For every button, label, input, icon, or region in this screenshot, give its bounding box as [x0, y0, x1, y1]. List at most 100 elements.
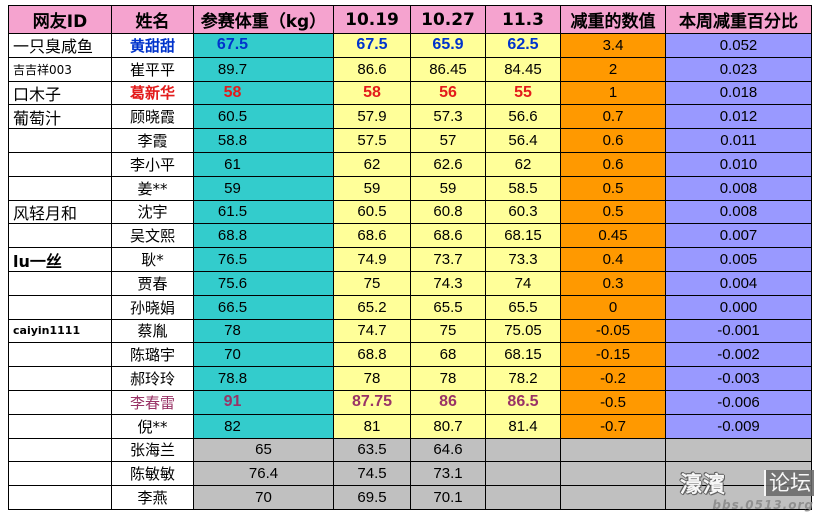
cell-start-weight: 91: [194, 390, 334, 415]
cell-weight-10-19: 59: [334, 176, 411, 201]
cell-name: 顾晓霞: [112, 105, 194, 130]
col-header-netizen-id: 网友ID: [9, 6, 112, 34]
cell-weekly-loss-percent: -0.001: [666, 319, 812, 344]
cell-weekly-loss-percent: -0.003: [666, 367, 812, 391]
cell-weight-loss: 0.5: [561, 200, 666, 225]
cell-weekly-loss-percent: 0.012: [666, 105, 812, 130]
cell-weight-11-3: 84.45: [486, 57, 561, 82]
cell-start-weight: 67.5: [194, 34, 334, 58]
col-header-weight-10-27: 10.27: [411, 6, 486, 34]
col-header-weekly-loss-percent: 本周减重百分比: [666, 6, 812, 34]
cell-start-weight: 65: [194, 438, 334, 463]
watermark-brand: 濠濱: [680, 472, 727, 498]
cell-weight-10-27: 74.3: [411, 271, 486, 296]
cell-netizen-id: [9, 271, 112, 296]
cell-weekly-loss-percent: 0.007: [666, 224, 812, 249]
watermark-logo: 濠濱 论坛: [680, 469, 814, 498]
cell-weight-10-27: 86.45: [411, 57, 486, 82]
cell-weight-10-27: 60.8: [411, 200, 486, 225]
cell-weekly-loss-percent: 0.000: [666, 295, 812, 320]
cell-weekly-loss-percent: 0.023: [666, 57, 812, 82]
cell-weight-10-19: 86.6: [334, 57, 411, 82]
cell-weight-10-19: 63.5: [334, 438, 411, 463]
cell-name: 崔平平: [112, 57, 194, 82]
cell-weekly-loss-percent: 0.011: [666, 129, 812, 153]
cell-weekly-loss-percent: 0.018: [666, 81, 812, 106]
cell-start-weight: 66.5: [194, 295, 334, 320]
cell-weight-10-19: 74.5: [334, 462, 411, 487]
forum-watermark: 濠濱 论坛 bbs.0513.org: [680, 469, 814, 512]
cell-netizen-id: caiyin1111: [9, 319, 112, 344]
cell-name: 沈宇: [112, 200, 194, 225]
cell-weight-10-19: 68.6: [334, 224, 411, 249]
cell-weight-10-19: 74.7: [334, 319, 411, 344]
cell-weight-11-3: 74: [486, 271, 561, 296]
cell-start-weight: 61.5: [194, 200, 334, 225]
cell-weight-loss: 3.4: [561, 34, 666, 58]
cell-name: 郝玲玲: [112, 367, 194, 391]
cell-weight-loss: 2: [561, 57, 666, 82]
cell-weight-11-3: 81.4: [486, 414, 561, 439]
cell-name: 葛新华: [112, 81, 194, 106]
cell-weight-11-3: 65.5: [486, 295, 561, 320]
cell-netizen-id: 一只臭咸鱼: [9, 34, 112, 58]
cell-weekly-loss-percent: 0.004: [666, 271, 812, 296]
cell-netizen-id: [9, 414, 112, 439]
cell-weight-loss: 0.6: [561, 129, 666, 153]
col-header-weight-loss: 减重的数值: [561, 6, 666, 34]
cell-weight-loss: 0.7: [561, 105, 666, 130]
cell-name: 吴文熙: [112, 224, 194, 249]
cell-weight-10-27: 75: [411, 319, 486, 344]
cell-weight-10-27: 59: [411, 176, 486, 201]
cell-weight-10-27: 73.7: [411, 248, 486, 272]
cell-weight-10-19: 57.9: [334, 105, 411, 130]
cell-name: 李霞: [112, 129, 194, 153]
cell-start-weight: 58: [194, 81, 334, 106]
cell-netizen-id: [9, 129, 112, 153]
cell-start-weight: 75.6: [194, 271, 334, 296]
cell-weight-10-27: 68: [411, 343, 486, 368]
cell-weight-10-19: 68.8: [334, 343, 411, 368]
cell-weight-10-27: 62.6: [411, 152, 486, 177]
cell-weight-10-27: 57.3: [411, 105, 486, 130]
cell-weekly-loss-percent: 0.008: [666, 200, 812, 225]
cell-netizen-id: [9, 367, 112, 391]
cell-weight-loss: 0: [561, 295, 666, 320]
cell-name: 贾春: [112, 271, 194, 296]
cell-weight-loss: 0.3: [561, 271, 666, 296]
col-header-weight-10-19: 10.19: [334, 6, 411, 34]
col-header-name: 姓名: [112, 6, 194, 34]
weight-loss-table: 网友ID 姓名 参赛体重（kg） 10.19 10.27 11.3 减重的数值 …: [8, 5, 812, 510]
cell-start-weight: 78.8: [194, 367, 334, 391]
cell-weight-loss: [561, 438, 666, 463]
cell-weekly-loss-percent: 0.010: [666, 152, 812, 177]
cell-name: 倪**: [112, 414, 194, 439]
cell-weight-loss: 0.45: [561, 224, 666, 249]
cell-netizen-id: [9, 486, 112, 510]
col-header-weight-11-3: 11.3: [486, 6, 561, 34]
cell-name: 陈璐宇: [112, 343, 194, 368]
cell-weight-11-3: [486, 486, 561, 510]
cell-start-weight: 78: [194, 319, 334, 344]
cell-netizen-id: [9, 295, 112, 320]
cell-netizen-id: 风轻月和: [9, 200, 112, 225]
cell-weight-11-3: [486, 462, 561, 487]
cell-weight-10-19: 62: [334, 152, 411, 177]
cell-weight-11-3: 68.15: [486, 343, 561, 368]
cell-weekly-loss-percent: -0.002: [666, 343, 812, 368]
cell-name: 黄甜甜: [112, 34, 194, 58]
cell-weight-loss: [561, 462, 666, 487]
cell-weekly-loss-percent: 0.008: [666, 176, 812, 201]
col-header-start-weight: 参赛体重（kg）: [194, 6, 334, 34]
watermark-forum-label: 论坛: [764, 469, 814, 496]
cell-name: 李小平: [112, 152, 194, 177]
cell-weight-10-27: 70.1: [411, 486, 486, 510]
cell-weight-11-3: 86.5: [486, 390, 561, 415]
cell-weight-10-27: 86: [411, 390, 486, 415]
cell-name: 李春雷: [112, 390, 194, 415]
cell-start-weight: 60.5: [194, 105, 334, 130]
cell-weight-10-27: 65.5: [411, 295, 486, 320]
cell-weight-11-3: 55: [486, 81, 561, 106]
cell-weight-loss: -0.5: [561, 390, 666, 415]
cell-weight-10-19: 81: [334, 414, 411, 439]
